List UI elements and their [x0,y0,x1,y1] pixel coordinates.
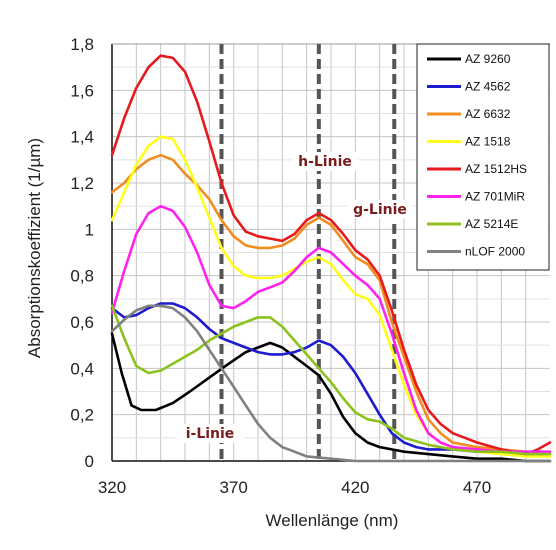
x-tick-label: 470 [463,478,491,497]
y-tick-label: 0,2 [70,406,94,425]
legend-entry: AZ 9260 [465,52,511,66]
legend-entry: AZ 4562 [465,80,511,94]
legend-entry: AZ 5214E [465,217,518,231]
y-tick-label: 0,6 [70,313,94,332]
y-tick-label: 0 [85,452,94,471]
y-tick-labels: 0 0,2 0,4 0,6 0,8 1 1,2 1,4 1,6 1,8 [70,35,94,471]
legend: AZ 9260 AZ 4562 AZ 6632 AZ 1518 AZ 1512HS AZ … [416,43,550,271]
reference-label-bg [346,200,414,219]
series-line-az-5214e [110,304,552,456]
y-tick-label: 1,4 [70,128,94,147]
y-axis-label: Absorptionskoeffizient (1/µm) [25,138,44,358]
legend-box [416,43,550,271]
reference-label-bg [291,152,359,171]
legend-entry: AZ 1518 [465,135,511,149]
reference-labels: i-Linie h-Linie g-Linie [176,152,414,443]
reference-lines [219,44,397,461]
x-tick-label: 370 [219,478,247,497]
x-tick-label: 320 [98,478,126,497]
legend-entry: nLOF 2000 [465,245,525,259]
x-axis-label: Wellenlänge (nm) [266,511,399,530]
reference-label-h-linie: h-Linie [298,154,352,170]
series-line-az-6632 [110,153,552,456]
y-tick-label: 1 [85,220,94,239]
series-line-nlof-2000 [110,304,552,463]
y-tick-label: 0,4 [70,359,94,378]
legend-entry: AZ 1512HS [465,162,527,176]
y-tick-label: 0,8 [70,267,94,286]
series-line-az-701mir [110,204,552,454]
series-line-az-4562 [110,302,552,456]
series-line-az-9260 [110,332,552,463]
reference-label-bg [176,424,244,443]
x-tick-labels: 320 370 420 470 [98,478,491,497]
x-tick-label: 420 [341,478,369,497]
y-tick-label: 1,8 [70,35,94,54]
series-line-az-1512hs [110,54,552,456]
series-lines [110,54,552,463]
legend-entry: AZ 701MiR [465,190,525,204]
legend-entry: AZ 6632 [465,107,511,121]
y-tick-label: 1,6 [70,81,94,100]
reference-label-g-linie: g-Linie [353,202,407,218]
y-tick-label: 1,2 [70,174,94,193]
reference-label-i-linie: i-Linie [186,426,235,442]
